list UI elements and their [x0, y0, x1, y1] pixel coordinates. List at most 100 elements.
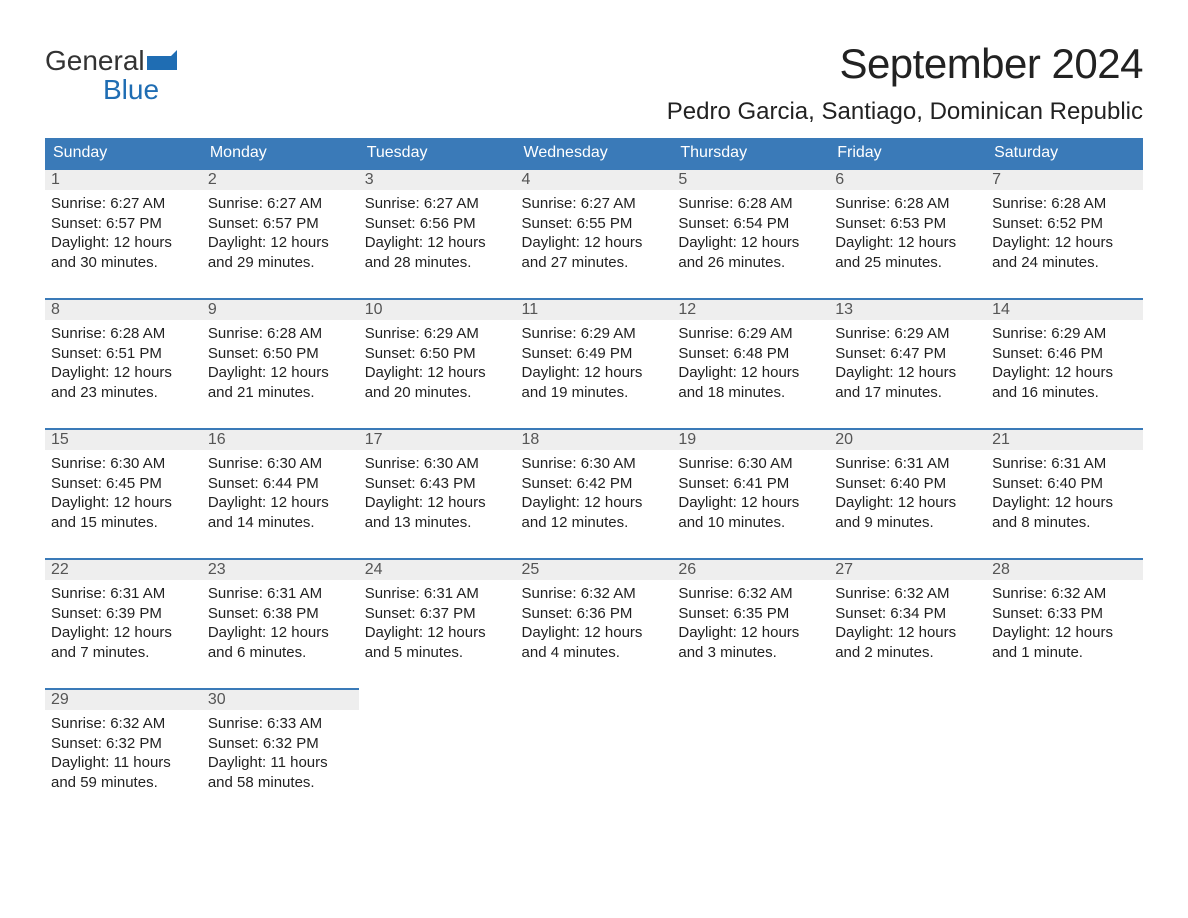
calendar-day-cell: 5Sunrise: 6:28 AMSunset: 6:54 PMDaylight…: [672, 168, 829, 298]
day-number: 22: [45, 558, 202, 580]
sunset-line: Sunset: 6:48 PM: [678, 344, 823, 364]
sunset-line: Sunset: 6:51 PM: [51, 344, 196, 364]
day-details: Sunrise: 6:28 AMSunset: 6:54 PMDaylight:…: [672, 190, 829, 286]
sunset-line: Sunset: 6:57 PM: [51, 214, 196, 234]
daylight-line: Daylight: 12 hours and 5 minutes.: [365, 623, 510, 662]
day-number: 26: [672, 558, 829, 580]
day-number: 14: [986, 298, 1143, 320]
sunrise-line: Sunrise: 6:27 AM: [522, 194, 667, 214]
daylight-line: Daylight: 12 hours and 17 minutes.: [835, 363, 980, 402]
day-number: 20: [829, 428, 986, 450]
daylight-line: Daylight: 12 hours and 15 minutes.: [51, 493, 196, 532]
day-details: Sunrise: 6:32 AMSunset: 6:34 PMDaylight:…: [829, 580, 986, 676]
daylight-line: Daylight: 12 hours and 13 minutes.: [365, 493, 510, 532]
calendar-body: 1Sunrise: 6:27 AMSunset: 6:57 PMDaylight…: [45, 168, 1143, 818]
day-number: 10: [359, 298, 516, 320]
calendar-day-cell: 25Sunrise: 6:32 AMSunset: 6:36 PMDayligh…: [516, 558, 673, 688]
day-number: 23: [202, 558, 359, 580]
header: General Blue September 2024 Pedro Garcia…: [45, 40, 1143, 126]
day-details: Sunrise: 6:29 AMSunset: 6:47 PMDaylight:…: [829, 320, 986, 416]
day-number: 8: [45, 298, 202, 320]
day-number: 12: [672, 298, 829, 320]
sunset-line: Sunset: 6:32 PM: [208, 734, 353, 754]
sunrise-line: Sunrise: 6:31 AM: [51, 584, 196, 604]
sunrise-line: Sunrise: 6:30 AM: [522, 454, 667, 474]
daylight-line: Daylight: 12 hours and 20 minutes.: [365, 363, 510, 402]
sunset-line: Sunset: 6:46 PM: [992, 344, 1137, 364]
day-details: Sunrise: 6:30 AMSunset: 6:44 PMDaylight:…: [202, 450, 359, 546]
daylight-line: Daylight: 12 hours and 23 minutes.: [51, 363, 196, 402]
calendar-day-cell: 3Sunrise: 6:27 AMSunset: 6:56 PMDaylight…: [359, 168, 516, 298]
sunrise-line: Sunrise: 6:31 AM: [365, 584, 510, 604]
day-details: Sunrise: 6:29 AMSunset: 6:48 PMDaylight:…: [672, 320, 829, 416]
daylight-line: Daylight: 12 hours and 10 minutes.: [678, 493, 823, 532]
sunrise-line: Sunrise: 6:30 AM: [208, 454, 353, 474]
sunset-line: Sunset: 6:49 PM: [522, 344, 667, 364]
day-number: 13: [829, 298, 986, 320]
day-details: Sunrise: 6:30 AMSunset: 6:43 PMDaylight:…: [359, 450, 516, 546]
sunrise-line: Sunrise: 6:28 AM: [678, 194, 823, 214]
calendar-week-row: 8Sunrise: 6:28 AMSunset: 6:51 PMDaylight…: [45, 298, 1143, 428]
day-number: 24: [359, 558, 516, 580]
calendar-day-cell: 11Sunrise: 6:29 AMSunset: 6:49 PMDayligh…: [516, 298, 673, 428]
day-number: 4: [516, 168, 673, 190]
calendar-day-cell: 28Sunrise: 6:32 AMSunset: 6:33 PMDayligh…: [986, 558, 1143, 688]
sunset-line: Sunset: 6:39 PM: [51, 604, 196, 624]
day-number: 6: [829, 168, 986, 190]
day-details: Sunrise: 6:28 AMSunset: 6:53 PMDaylight:…: [829, 190, 986, 286]
day-details: Sunrise: 6:27 AMSunset: 6:56 PMDaylight:…: [359, 190, 516, 286]
daylight-line: Daylight: 12 hours and 7 minutes.: [51, 623, 196, 662]
sunset-line: Sunset: 6:38 PM: [208, 604, 353, 624]
calendar-day-cell: 13Sunrise: 6:29 AMSunset: 6:47 PMDayligh…: [829, 298, 986, 428]
daylight-line: Daylight: 12 hours and 30 minutes.: [51, 233, 196, 272]
daylight-line: Daylight: 12 hours and 18 minutes.: [678, 363, 823, 402]
sunrise-line: Sunrise: 6:33 AM: [208, 714, 353, 734]
sunset-line: Sunset: 6:33 PM: [992, 604, 1137, 624]
calendar-day-cell: [829, 688, 986, 818]
weekday-header: Tuesday: [359, 138, 516, 168]
calendar-table: SundayMondayTuesdayWednesdayThursdayFrid…: [45, 138, 1143, 818]
sunrise-line: Sunrise: 6:27 AM: [208, 194, 353, 214]
sunrise-line: Sunrise: 6:32 AM: [522, 584, 667, 604]
day-details: Sunrise: 6:32 AMSunset: 6:35 PMDaylight:…: [672, 580, 829, 676]
daylight-line: Daylight: 12 hours and 19 minutes.: [522, 363, 667, 402]
calendar-day-cell: 8Sunrise: 6:28 AMSunset: 6:51 PMDaylight…: [45, 298, 202, 428]
day-number: 2: [202, 168, 359, 190]
weekday-header: Saturday: [986, 138, 1143, 168]
sunrise-line: Sunrise: 6:28 AM: [208, 324, 353, 344]
day-details: Sunrise: 6:28 AMSunset: 6:52 PMDaylight:…: [986, 190, 1143, 286]
daylight-line: Daylight: 12 hours and 14 minutes.: [208, 493, 353, 532]
day-details: Sunrise: 6:27 AMSunset: 6:57 PMDaylight:…: [45, 190, 202, 286]
daylight-line: Daylight: 12 hours and 21 minutes.: [208, 363, 353, 402]
calendar-day-cell: 9Sunrise: 6:28 AMSunset: 6:50 PMDaylight…: [202, 298, 359, 428]
day-number: 21: [986, 428, 1143, 450]
day-number: 29: [45, 688, 202, 710]
sunrise-line: Sunrise: 6:28 AM: [992, 194, 1137, 214]
calendar-day-cell: 21Sunrise: 6:31 AMSunset: 6:40 PMDayligh…: [986, 428, 1143, 558]
sunrise-line: Sunrise: 6:30 AM: [678, 454, 823, 474]
daylight-line: Daylight: 12 hours and 29 minutes.: [208, 233, 353, 272]
daylight-line: Daylight: 12 hours and 25 minutes.: [835, 233, 980, 272]
calendar-day-cell: 22Sunrise: 6:31 AMSunset: 6:39 PMDayligh…: [45, 558, 202, 688]
sunset-line: Sunset: 6:37 PM: [365, 604, 510, 624]
day-details: Sunrise: 6:29 AMSunset: 6:50 PMDaylight:…: [359, 320, 516, 416]
weekday-header: Friday: [829, 138, 986, 168]
daylight-line: Daylight: 11 hours and 58 minutes.: [208, 753, 353, 792]
sunrise-line: Sunrise: 6:32 AM: [678, 584, 823, 604]
location-label: Pedro Garcia, Santiago, Dominican Republ…: [667, 98, 1143, 126]
weekday-header: Monday: [202, 138, 359, 168]
sunrise-line: Sunrise: 6:28 AM: [835, 194, 980, 214]
sunset-line: Sunset: 6:50 PM: [365, 344, 510, 364]
brand-word-1: General: [45, 46, 145, 75]
day-details: Sunrise: 6:33 AMSunset: 6:32 PMDaylight:…: [202, 710, 359, 806]
day-number: 18: [516, 428, 673, 450]
calendar-day-cell: [516, 688, 673, 818]
day-details: Sunrise: 6:32 AMSunset: 6:36 PMDaylight:…: [516, 580, 673, 676]
day-details: Sunrise: 6:31 AMSunset: 6:39 PMDaylight:…: [45, 580, 202, 676]
sunset-line: Sunset: 6:54 PM: [678, 214, 823, 234]
day-details: Sunrise: 6:31 AMSunset: 6:40 PMDaylight:…: [986, 450, 1143, 546]
sunset-line: Sunset: 6:52 PM: [992, 214, 1137, 234]
day-number: 1: [45, 168, 202, 190]
daylight-line: Daylight: 12 hours and 8 minutes.: [992, 493, 1137, 532]
day-details: Sunrise: 6:29 AMSunset: 6:49 PMDaylight:…: [516, 320, 673, 416]
